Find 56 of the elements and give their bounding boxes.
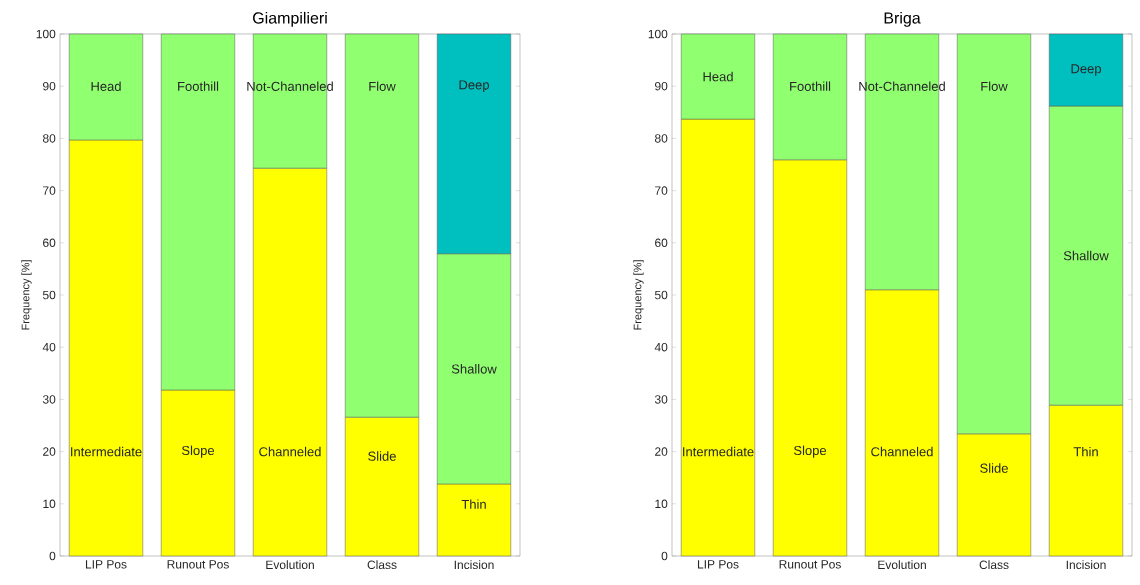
y-tick-label: 50 [42, 290, 56, 300]
x-tick-label: Runout Pos [167, 560, 229, 569]
data-label: Flow [981, 81, 1008, 91]
data-label: Head [703, 71, 733, 82]
data-label: Channeled [259, 446, 321, 457]
data-label: Foothill [178, 81, 219, 91]
data-label: Thin [1073, 446, 1098, 457]
y-tick-label: 90 [655, 81, 668, 91]
data-label: Slope [181, 445, 215, 458]
data-label: Deep [1071, 64, 1101, 76]
data-label: Flow [369, 81, 396, 91]
x-tick-label: LIP Pos [697, 560, 739, 569]
chart-title: Briga [884, 11, 921, 27]
data-label: Shallow [1063, 250, 1109, 261]
data-label: Slide [368, 451, 396, 461]
y-tick-label: 70 [655, 186, 668, 195]
data-label: Intermediate [683, 446, 754, 457]
data-label: Slope [793, 445, 827, 458]
data-label: Channeled [871, 446, 933, 457]
y-axis-title: Frequency [%] [633, 260, 644, 330]
y-tick-label: 60 [43, 238, 56, 248]
y-tick-label: 70 [43, 186, 56, 195]
data-label: Foothill [790, 81, 831, 91]
y-tick-label: 0 [661, 551, 668, 561]
y-tick-label: 30 [42, 395, 56, 404]
x-tick-label: Evolution [878, 560, 926, 570]
x-tick-label: Class [367, 560, 397, 570]
y-axis-title: Frequency [%] [21, 260, 32, 330]
y-tick-label: 40 [42, 342, 56, 352]
y-tick-label: 90 [43, 81, 56, 91]
y-tick-label: 100 [36, 29, 56, 39]
y-tick-label: 60 [655, 238, 668, 248]
y-tick-label: 10 [43, 499, 56, 509]
y-tick-label: 20 [43, 447, 56, 456]
y-tick-label: 20 [655, 447, 668, 456]
y-tick-label: 30 [654, 395, 668, 404]
x-tick-label: Evolution [266, 560, 314, 570]
y-tick-label: 100 [648, 29, 668, 39]
data-label: Shallow [451, 364, 497, 374]
y-tick-label: 50 [654, 290, 668, 300]
y-tick-label: 40 [654, 342, 668, 352]
data-label: Intermediate [71, 446, 142, 457]
x-tick-label: Runout Pos [779, 560, 841, 569]
data-label: Deep [459, 80, 489, 93]
y-tick-label: 80 [654, 134, 668, 143]
x-tick-label: Incision [454, 560, 494, 570]
chart-title: Giampilieri [253, 11, 327, 27]
data-label: Thin [461, 499, 486, 509]
y-tick-label: 10 [655, 499, 668, 509]
x-tick-label: Class [979, 560, 1009, 570]
x-tick-label: Incision [1066, 560, 1106, 570]
data-label: Slide [980, 463, 1008, 473]
y-tick-label: 80 [42, 134, 56, 143]
y-tick-label: 0 [49, 551, 56, 561]
x-tick-label: LIP Pos [85, 560, 127, 569]
data-label: Head [91, 81, 121, 91]
